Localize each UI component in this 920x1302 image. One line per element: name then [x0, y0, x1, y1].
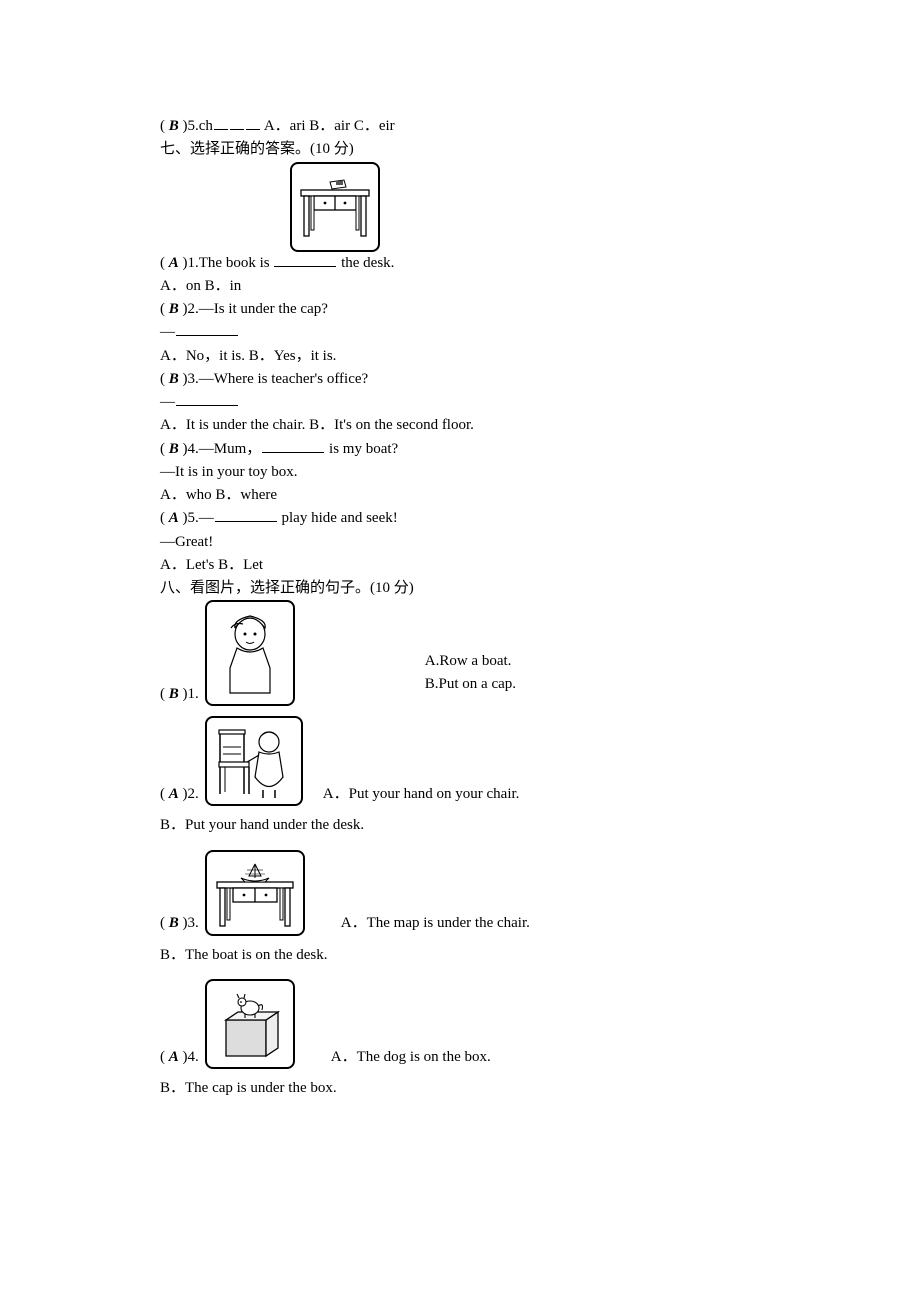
paren: (	[160, 510, 165, 526]
opt-a: A.Row a boat.	[425, 650, 516, 673]
text: play hide and seek!	[278, 510, 398, 526]
options: A．ari B．air C．eir	[261, 118, 395, 134]
text: )2.—Is it under the cap?	[183, 301, 328, 317]
answer: A	[169, 786, 179, 802]
opt-a: A．The dog is on the box.	[331, 1046, 491, 1069]
dash: —	[160, 394, 175, 410]
close-text: )5.ch	[183, 118, 213, 134]
blank	[214, 116, 228, 131]
answer: A	[169, 1049, 179, 1065]
answer: B	[169, 915, 179, 931]
opt-a: A．Put your hand on your chair.	[323, 783, 520, 806]
s7-q4-opts: A．who B．where	[160, 484, 760, 507]
section8-title: 八、看图片，选择正确的句子。(10 分)	[160, 577, 760, 600]
answer: B	[169, 118, 179, 134]
s7-q3: ( B )3.—Where is teacher's office?	[160, 368, 760, 391]
answer: A	[169, 255, 179, 271]
text: )4.—Mum，	[183, 441, 262, 457]
paren: (	[160, 915, 165, 931]
section7-title: 七、选择正确的答案。(10 分)	[160, 138, 760, 161]
paren: (	[160, 441, 165, 457]
paren: (	[160, 371, 165, 387]
dash: —	[160, 324, 175, 340]
s7-q2-dash: —	[160, 321, 760, 344]
answer: A	[169, 510, 179, 526]
s8-q2-optb: B．Put your hand under the desk.	[160, 814, 760, 837]
s7-q2-opts: A．No，it is. B．Yes，it is.	[160, 345, 760, 368]
s8-q3-row: ( B )3. A．The	[160, 850, 760, 936]
answer: B	[169, 301, 179, 317]
s8-q1-prefix: ( B )1.	[160, 683, 199, 706]
answer: B	[169, 441, 179, 457]
text: )1.The book is	[183, 255, 274, 271]
text: is my boat?	[325, 441, 398, 457]
s8-q4-prefix: ( A )4.	[160, 1046, 199, 1069]
s7-q3-opts: A．It is under the chair. B．It's on the s…	[160, 414, 760, 437]
paren: (	[160, 686, 165, 702]
blank	[246, 116, 260, 131]
paren: (	[160, 301, 165, 317]
desk-boat-image	[205, 850, 305, 936]
s8-q3-prefix: ( B )3.	[160, 912, 199, 935]
s7-q5: ( A )5.— play hide and seek!	[160, 507, 760, 530]
child-cap-image	[205, 600, 295, 706]
s8-q2-prefix: ( A )2.	[160, 783, 199, 806]
child-cap-icon	[215, 608, 285, 698]
blank	[215, 508, 277, 523]
text: the desk.	[337, 255, 394, 271]
s8-q2-row: ( A )2. A．Put	[160, 716, 760, 806]
s7-q1-opts: A．on B．in	[160, 275, 760, 298]
text: )5.—	[183, 510, 214, 526]
chair-girl-icon	[211, 722, 297, 800]
s8-q4-row: ( A )4. A．The dog is on the box.	[160, 979, 760, 1069]
blank	[176, 322, 238, 337]
s8-q1-row: ( B )1. A.Row a boat. B.Put on a cap.	[160, 600, 760, 706]
opt-b: B.Put on a cap.	[425, 673, 516, 696]
paren: (	[160, 786, 165, 802]
text: )2.	[183, 786, 199, 802]
blank	[176, 392, 238, 407]
text: )1.	[183, 686, 199, 702]
text: )3.	[183, 915, 199, 931]
box-dog-icon	[212, 986, 288, 1062]
desk-boat-icon	[211, 856, 299, 930]
s8-q4-optb: B．The cap is under the box.	[160, 1077, 760, 1100]
text: )4.	[183, 1049, 199, 1065]
s7-q5-line2: —Great!	[160, 531, 760, 554]
blank	[262, 438, 324, 453]
box-dog-image	[205, 979, 295, 1069]
answer: B	[169, 371, 179, 387]
q7-1-image	[290, 162, 760, 252]
s7-q5-opts: A．Let's B．Let	[160, 554, 760, 577]
s8-q1-opts: A.Row a boat. B.Put on a cap.	[425, 650, 516, 697]
blank	[230, 116, 244, 131]
answer: B	[169, 686, 179, 702]
chair-girl-image	[205, 716, 303, 806]
s7-q2: ( B )2.—Is it under the cap?	[160, 298, 760, 321]
s7-q3-dash: —	[160, 391, 760, 414]
s7-q1: ( A )1.The book is the desk.	[160, 252, 760, 275]
s7-q4-line2: —It is in your toy box.	[160, 461, 760, 484]
paren: (	[160, 255, 165, 271]
blank	[274, 252, 336, 267]
s7-q4: ( B )4.—Mum， is my boat?	[160, 438, 760, 461]
s8-q3-optb: B．The boat is on the desk.	[160, 944, 760, 967]
open-paren: (	[160, 118, 165, 134]
text: )3.—Where is teacher's office?	[183, 371, 369, 387]
prev-q5: ( B )5.ch A．ari B．air C．eir	[160, 115, 760, 138]
paren: (	[160, 1049, 165, 1065]
opt-a: A．The map is under the chair.	[341, 912, 530, 935]
desk-icon	[296, 172, 374, 242]
